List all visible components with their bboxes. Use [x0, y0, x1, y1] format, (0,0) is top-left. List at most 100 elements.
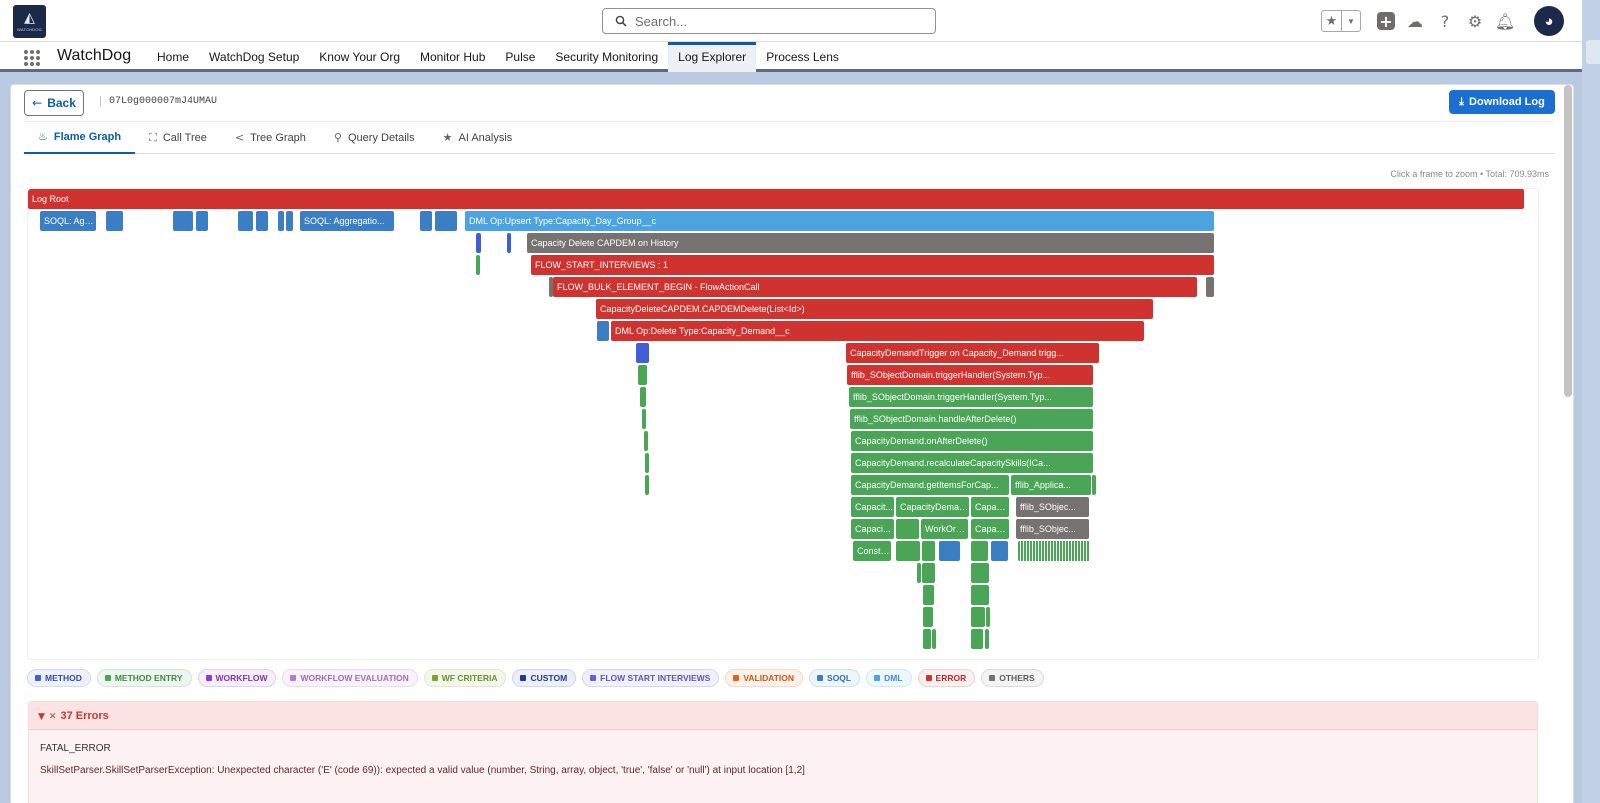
frame-method-entry[interactable]	[645, 475, 649, 495]
frame-capaci-3[interactable]: Capaci...	[971, 519, 1009, 539]
frame-soql[interactable]	[991, 541, 1008, 561]
frame-capdem-history[interactable]: Capacity Delete CAPDEM on History	[527, 233, 1214, 253]
global-search[interactable]	[602, 8, 936, 34]
nav-item-monitor-hub[interactable]: Monitor Hub	[420, 50, 486, 64]
frame-soql-aggregate-2[interactable]: SOQL: Aggregatio...	[300, 211, 394, 231]
frame-method-entry[interactable]	[986, 607, 990, 627]
frame-method-entry[interactable]	[971, 585, 989, 605]
nav-item-know-your-org[interactable]: Know Your Org	[319, 50, 401, 64]
frame-method-entry[interactable]	[971, 607, 985, 627]
add-icon[interactable]: +	[1377, 12, 1395, 31]
frame-fflib-sobjec-2[interactable]: fflib_SObjec...	[1016, 519, 1089, 539]
frame-handle-after-delete[interactable]: fflib_SObjectDomain.handleAfterDelete()	[850, 409, 1093, 429]
frame-method[interactable]	[507, 233, 511, 253]
frame-soql[interactable]	[286, 211, 293, 231]
tab-call-tree[interactable]: ⛶ Call Tree	[135, 122, 221, 154]
flame-graph[interactable]: Log Root SOQL: Agg... SOQL: Aggregatio..…	[28, 189, 1538, 659]
search-input[interactable]	[635, 13, 915, 29]
frame-flow-start-interviews[interactable]: FLOW_START_INTERVIEWS : 1	[531, 255, 1214, 275]
nav-item-security-monitoring[interactable]: Security Monitoring	[555, 50, 659, 64]
frame-soql[interactable]	[238, 211, 253, 231]
frame-consta[interactable]: Consta...	[853, 541, 891, 561]
frame-on-after-delete[interactable]: CapacityDemand.onAfterDelete()	[851, 431, 1093, 451]
legend-chip-workflow[interactable]: WORKFLOW	[197, 669, 277, 687]
vertical-scrollbar-thumb[interactable]	[1564, 85, 1572, 397]
legend-chip-workflow-evaluation[interactable]: WORKFLOW EVALUATION	[282, 669, 418, 687]
errors-toggle[interactable]: ▼ ✕ 37 Errors	[29, 702, 1537, 730]
frame-method-entry[interactable]	[476, 255, 480, 275]
avatar[interactable]: ◕	[1534, 6, 1564, 36]
frame-method-entry[interactable]	[917, 563, 921, 583]
frame-soql[interactable]	[173, 211, 193, 231]
nav-item-log-explorer[interactable]: Log Explorer	[668, 42, 757, 72]
legend-chip-dml[interactable]: DML	[866, 669, 912, 687]
tab-query-details[interactable]: ⚲ Query Details	[320, 122, 429, 154]
frame-dml-delete[interactable]: DML Op:Delete Type:Capacity_Demand__c	[611, 321, 1144, 341]
frame-trigger-handler-1[interactable]: fflib_SObjectDomain.triggerHandler(Syste…	[847, 365, 1093, 385]
frame-method-entry[interactable]	[932, 629, 936, 649]
frame-soql[interactable]	[278, 211, 284, 231]
frame-workord[interactable]: WorkOrd...	[921, 519, 968, 539]
frame-method-entry[interactable]	[923, 629, 931, 649]
frame-fflib-applica[interactable]: fflib_Applica...	[1011, 475, 1091, 495]
frame-method-entry[interactable]	[896, 541, 920, 561]
frame-method-entry[interactable]	[922, 541, 935, 561]
legend-chip-validation[interactable]: VALIDATION	[725, 669, 804, 687]
frame-soql-aggregate-1[interactable]: SOQL: Agg...	[40, 211, 96, 231]
side-panel-toggle[interactable]	[1586, 40, 1600, 64]
frame-method-entry[interactable]	[645, 453, 649, 473]
back-button[interactable]: ← Back	[24, 90, 84, 116]
frame-capacity-demand-trigger[interactable]: CapacityDemandTrigger on Capacity_Demand…	[846, 343, 1099, 363]
frame-capaci-2[interactable]: Capaci...	[851, 519, 894, 539]
nav-item-pulse[interactable]: Pulse	[505, 50, 536, 64]
legend-chip-flow-start-interviews[interactable]: FLOW START INTERVIEWS	[582, 669, 720, 687]
legend-chip-method-entry[interactable]: METHOD ENTRY	[96, 669, 192, 687]
nav-item-home[interactable]: Home	[157, 50, 190, 64]
gear-icon[interactable]: ⚙	[1467, 11, 1483, 31]
frame-soql[interactable]	[420, 211, 432, 231]
app-launcher-icon[interactable]	[24, 50, 40, 66]
frame-capacit-1[interactable]: Capacit...	[851, 497, 894, 517]
frame-soql[interactable]	[196, 211, 208, 231]
frame-method-entry[interactable]	[642, 409, 646, 429]
legend-chip-soql[interactable]: SOQL	[809, 669, 861, 687]
bell-icon[interactable]: 🔔︎	[1494, 11, 1516, 31]
frame-fflib-sobjec-1[interactable]: fflib_SObjec...	[1016, 497, 1089, 517]
frame-method-entry[interactable]	[923, 607, 933, 627]
favorites-group[interactable]: ★ ▼	[1321, 10, 1361, 32]
frame-others[interactable]	[1206, 277, 1214, 297]
nav-item-watchdog-setup[interactable]: WatchDog Setup	[209, 50, 300, 64]
frame-method-entry[interactable]	[985, 629, 989, 649]
frame-method-entry-cluster[interactable]	[1018, 541, 1090, 561]
frame-trigger-handler-2[interactable]: fflib_SObjectDomain.triggerHandler(Syste…	[849, 387, 1093, 407]
frame-method-entry[interactable]	[971, 563, 989, 583]
frame-method-entry[interactable]	[971, 541, 988, 561]
frame-others[interactable]	[549, 277, 553, 297]
frame-capdem-delete[interactable]: CapacityDeleteCAPDEM.CAPDEMDelete(List<I…	[596, 299, 1153, 319]
legend-chip-error[interactable]: ERROR	[917, 669, 976, 687]
tab-flame-graph[interactable]: ♨ Flame Graph	[24, 122, 136, 154]
frame-method-entry[interactable]	[922, 563, 935, 583]
legend-chip-custom[interactable]: CUSTOM	[512, 669, 577, 687]
frame-method[interactable]	[636, 343, 649, 363]
frame-soql[interactable]	[106, 211, 123, 231]
frame-soql[interactable]	[435, 211, 457, 231]
help-icon[interactable]: ?	[1440, 11, 1450, 31]
tab-ai-analysis[interactable]: ★ AI Analysis	[429, 122, 527, 154]
frame-method-entry[interactable]	[644, 431, 648, 451]
download-log-button[interactable]: ⤓ Download Log	[1449, 90, 1555, 114]
legend-chip-others[interactable]: OTHERS	[981, 669, 1044, 687]
frame-capaci-1[interactable]: Capaci...	[971, 497, 1009, 517]
trailhead-icon[interactable]: ☁	[1407, 11, 1423, 31]
frame-method-entry[interactable]	[638, 365, 647, 385]
frame-flow-bulk-element[interactable]: FLOW_BULK_ELEMENT_BEGIN - FlowActionCall	[553, 277, 1197, 297]
frame-recalculate-capacity-skills[interactable]: CapacityDemand.recalculateCapacitySkills…	[851, 453, 1093, 473]
frame-method[interactable]	[476, 233, 481, 253]
chevron-down-icon[interactable]: ▼	[1341, 11, 1360, 31]
frame-method-entry[interactable]	[971, 629, 983, 649]
legend-chip-wf-criteria[interactable]: WF CRITERIA	[423, 669, 507, 687]
frame-log-root[interactable]: Log Root	[28, 189, 1524, 209]
watchdog-logo[interactable]: ◭ WATCHDOG	[13, 5, 46, 38]
frame-method-entry[interactable]	[1092, 475, 1096, 495]
frame-dml-upsert[interactable]: DML Op:Upsert Type:Capacity_Day_Group__c	[465, 211, 1214, 231]
